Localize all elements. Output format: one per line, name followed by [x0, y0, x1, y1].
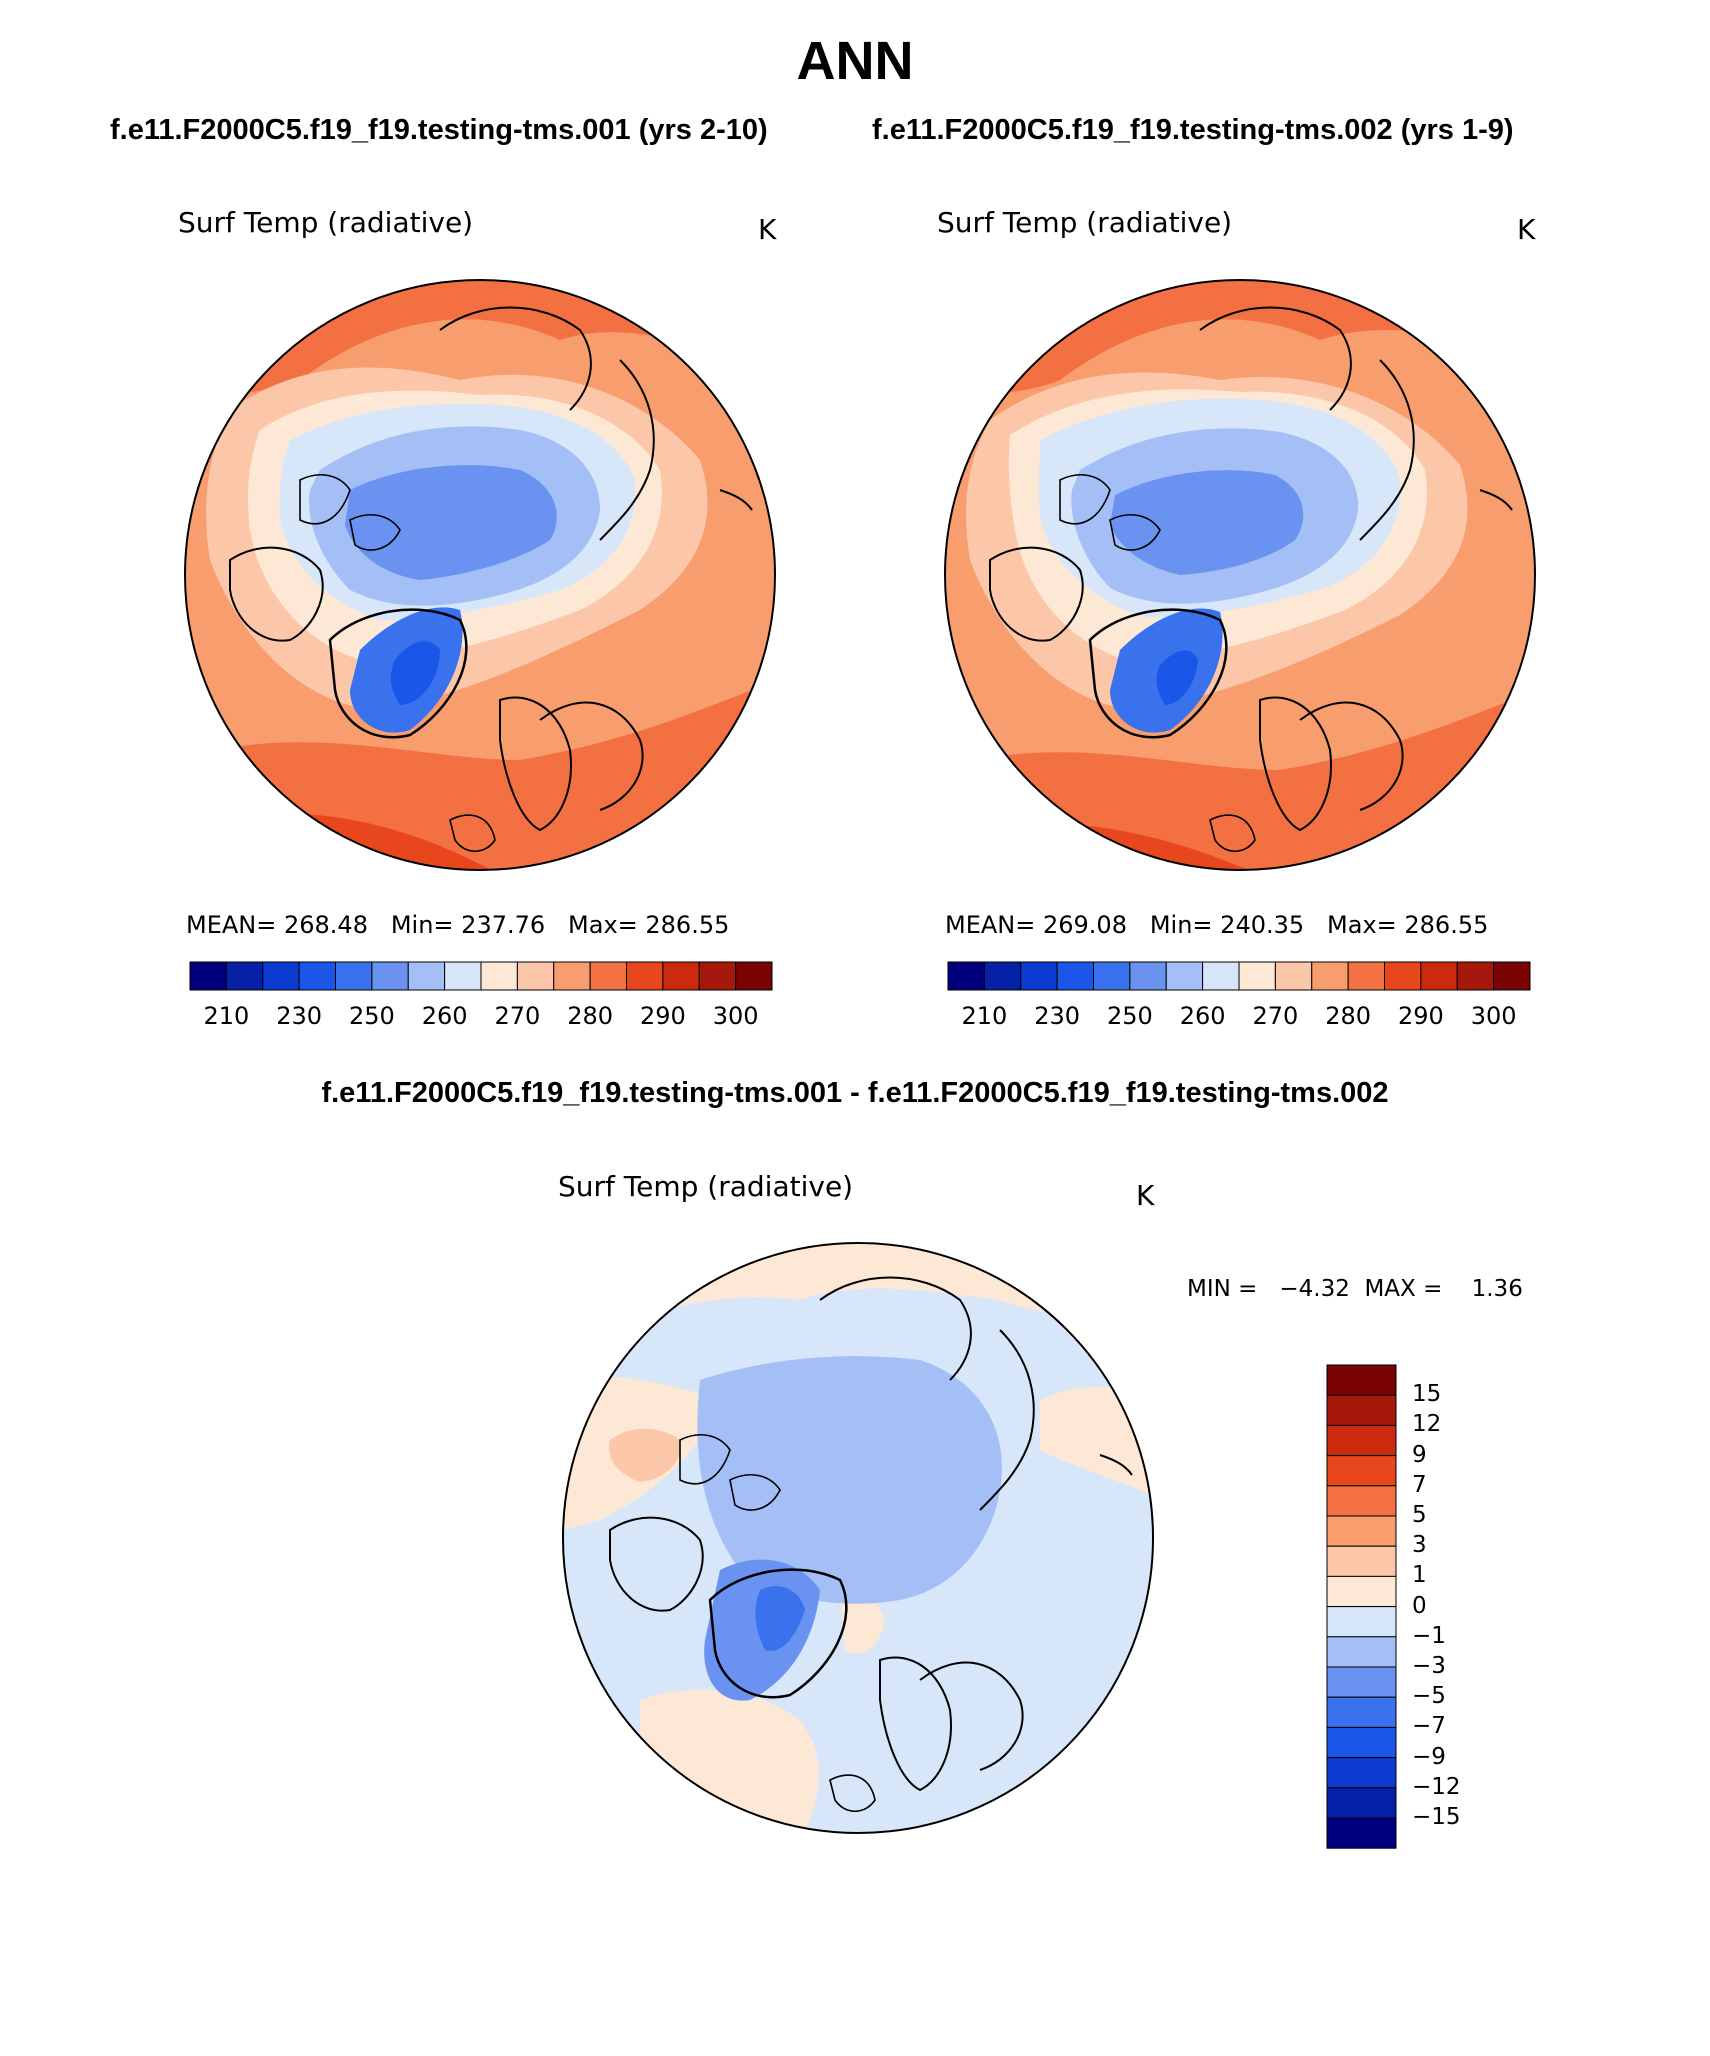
colorbar3-tick-label: −9 [1412, 1743, 1446, 1770]
colorbar1-tick-label: 280 [567, 1002, 614, 1030]
colorbar3-swatch [1326, 1787, 1397, 1819]
difference-title: f.e11.F2000C5.f19_f19.testing-tms.001 - … [321, 1077, 1389, 1109]
colorbar3-tick-label: 7 [1412, 1471, 1427, 1498]
colorbar2-tick-label: 290 [1397, 1002, 1444, 1030]
colorbar3-swatch [1326, 1575, 1397, 1608]
panel1-units-label: K [758, 213, 777, 246]
colorbar1-tick-label: 300 [712, 1002, 759, 1030]
colorbar2-tick-label: 260 [1179, 1002, 1226, 1030]
colorbar2-tick-label: 270 [1252, 1002, 1299, 1030]
colorbar3-tick-label: −3 [1412, 1653, 1446, 1679]
case1-title: f.e11.F2000C5.f19_f19.testing-tms.001 (y… [110, 114, 768, 146]
colorbar1-swatch [589, 961, 627, 991]
colorbar2-swatch [1311, 961, 1349, 991]
panel2-stats: MEAN= 269.08 Min= 240.35 Max= 286.55 [945, 911, 1489, 939]
colorbar3-swatch [1326, 1606, 1397, 1638]
colorbar3-tick-label: 1 [1412, 1562, 1427, 1589]
panel1-variable-label: Surf Temp (radiative) [178, 206, 474, 239]
colorbar2-swatch [1093, 961, 1131, 991]
colorbar1-tick-label: 290 [639, 1002, 686, 1030]
colorbar1-swatch [735, 961, 773, 991]
colorbar1 [189, 961, 773, 991]
colorbar2-swatch [1347, 961, 1385, 991]
colorbar3-tick-label: 5 [1412, 1502, 1427, 1528]
colorbar2-swatch [1493, 961, 1531, 991]
colorbar1-swatch [444, 961, 482, 991]
colorbar1-swatch [626, 961, 664, 991]
colorbar1-swatch [262, 961, 300, 991]
colorbar1-swatch [407, 961, 446, 991]
colorbar3-swatch [1326, 1545, 1397, 1577]
colorbar3-swatch [1326, 1455, 1397, 1487]
colorbar3-tick-label: 0 [1412, 1592, 1427, 1619]
colorbar1-swatch [662, 961, 700, 991]
colorbar3-tick-label: −1 [1412, 1622, 1446, 1649]
colorbar3-swatch [1326, 1757, 1397, 1789]
colorbar2-tick-label: 250 [1106, 1002, 1153, 1030]
colorbar3-tick-label: 12 [1412, 1411, 1442, 1438]
colorbar3 [1326, 1364, 1397, 1849]
colorbar2-tick-label: 280 [1325, 1002, 1372, 1030]
colorbar2-swatch [1165, 961, 1204, 991]
map1-polar-plot [185, 280, 775, 870]
map2-polar-plot [945, 280, 1535, 870]
colorbar2-tick-label: 210 [961, 1002, 1008, 1030]
panel2-variable-label: Surf Temp (radiative) [937, 206, 1233, 239]
colorbar2-swatch [1202, 961, 1240, 991]
colorbar1-tick-label: 210 [203, 1002, 250, 1030]
colorbar2-swatch [947, 961, 985, 991]
colorbar3-tick-label: 15 [1412, 1381, 1442, 1408]
panel1-stats: MEAN= 268.48 Min= 237.76 Max= 286.55 [186, 911, 730, 939]
colorbar1-swatch [225, 961, 264, 991]
colorbar3-tick-label: −15 [1412, 1804, 1461, 1830]
colorbar1-swatch [335, 961, 373, 991]
colorbar3-tick-label: −5 [1412, 1683, 1446, 1710]
colorbar1-tick-label: 260 [421, 1002, 468, 1030]
colorbar2-swatch [1020, 961, 1058, 991]
colorbar3-swatch [1326, 1666, 1397, 1698]
colorbar2-swatch [1238, 961, 1276, 991]
colorbar3-swatch [1326, 1726, 1397, 1759]
colorbar3-tick-label: 9 [1412, 1441, 1427, 1468]
colorbar3-swatch [1326, 1696, 1397, 1728]
colorbar1-swatch [553, 961, 591, 991]
panel2-units-label: K [1517, 213, 1536, 246]
colorbar2-swatch [1129, 961, 1167, 991]
panel3-units-label: K [1136, 1179, 1155, 1212]
colorbar3-swatch [1326, 1817, 1397, 1849]
colorbar2-swatch [983, 961, 1022, 991]
colorbar2-swatch [1274, 961, 1313, 991]
colorbar1-swatch [298, 961, 336, 991]
colorbar3-swatch [1326, 1636, 1397, 1668]
colorbar3-tick-label: −7 [1412, 1713, 1446, 1740]
colorbar2-swatch [1420, 961, 1458, 991]
figure-title: ANN [796, 31, 914, 91]
colorbar2-swatch [1056, 961, 1094, 991]
colorbar3-swatch [1326, 1364, 1397, 1396]
colorbar1-swatch [516, 961, 555, 991]
colorbar1-swatch [480, 961, 518, 991]
colorbar2-tick-label: 230 [1034, 1002, 1081, 1030]
colorbar1-tick-label: 250 [348, 1002, 395, 1030]
colorbar1-swatch [189, 961, 227, 991]
colorbar3-swatch [1326, 1485, 1397, 1517]
colorbar2-swatch [1456, 961, 1495, 991]
colorbar3-tick-label: −12 [1412, 1773, 1461, 1800]
colorbar2-tick-label: 300 [1470, 1002, 1517, 1030]
panel3-stats: MIN = −4.32 MAX = 1.36 [1187, 1276, 1523, 1302]
colorbar2 [947, 961, 1531, 991]
map3-polar-plot [563, 1243, 1153, 1833]
panel3-variable-label: Surf Temp (radiative) [558, 1170, 854, 1203]
colorbar1-tick-label: 270 [494, 1002, 541, 1030]
colorbar3-swatch [1326, 1424, 1397, 1457]
colorbar3-swatch [1326, 1394, 1397, 1426]
case2-title: f.e11.F2000C5.f19_f19.testing-tms.002 (y… [872, 114, 1514, 146]
colorbar1-tick-label: 230 [276, 1002, 323, 1030]
colorbar3-tick-label: 3 [1412, 1532, 1427, 1559]
colorbar3-swatch [1326, 1515, 1397, 1547]
colorbar2-swatch [1384, 961, 1422, 991]
colorbar1-swatch [371, 961, 409, 991]
colorbar1-swatch [698, 961, 737, 991]
